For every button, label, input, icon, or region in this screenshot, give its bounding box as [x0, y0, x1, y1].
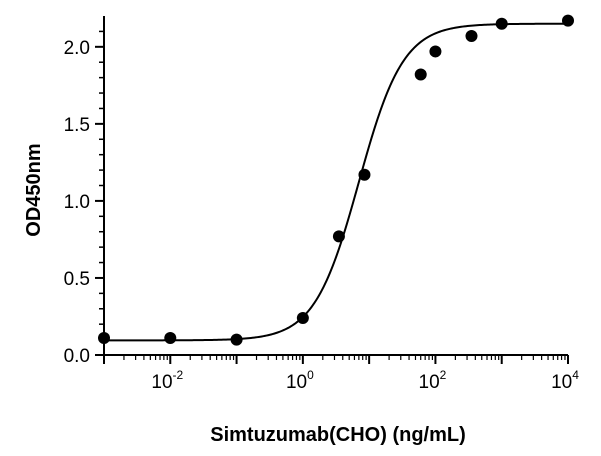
plot-area: 0.0 0.5 1.0 1.5 2.0 10-2 100 102 104	[64, 14, 579, 393]
y-tick-label: 1.5	[64, 115, 90, 136]
x-tick-label: 100	[286, 368, 314, 393]
y-tick-label: 0.0	[64, 346, 90, 367]
data-point	[358, 168, 371, 181]
fit-curve	[104, 22, 568, 342]
data-point	[495, 17, 508, 30]
data-point	[296, 312, 309, 325]
data-point	[429, 45, 442, 58]
data-point	[414, 68, 427, 81]
x-axis-title: Simtuzumab(CHO) (ng/mL)	[210, 424, 466, 446]
data-point	[164, 332, 177, 345]
x-tick-label: 102	[419, 368, 447, 393]
data-point	[562, 14, 574, 27]
y-tick-label: 1.0	[64, 192, 90, 213]
y-axis-title: OD450nm	[23, 143, 45, 236]
data-point	[230, 333, 243, 346]
x-tick-label: 10-2	[151, 368, 183, 393]
x-tick-label: 104	[551, 368, 579, 393]
y-tick-label: 0.5	[64, 269, 90, 290]
y-tick-label: 2.0	[64, 38, 90, 59]
data-point	[465, 30, 478, 43]
data-point	[332, 230, 345, 243]
data-point	[98, 332, 110, 345]
